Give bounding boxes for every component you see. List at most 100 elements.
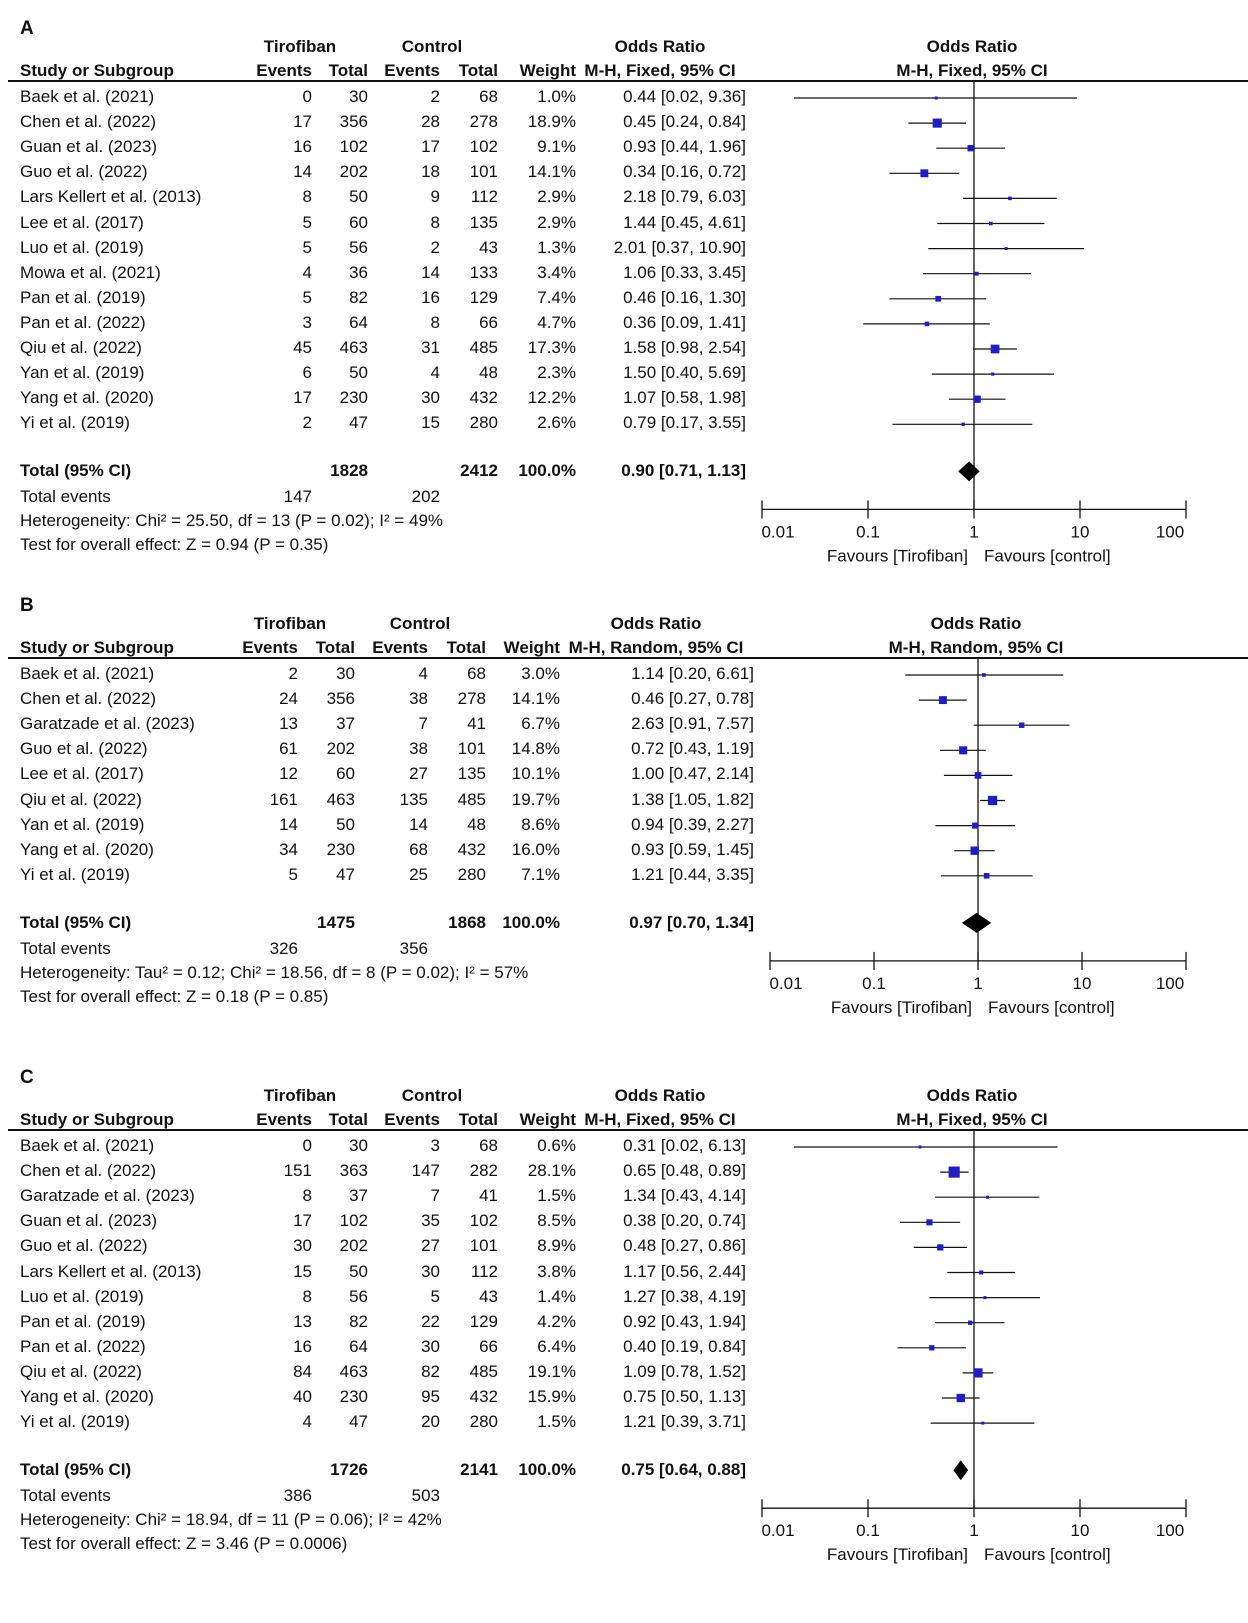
total-tirofiban: 50 bbox=[349, 363, 368, 383]
total-tirofiban: 56 bbox=[349, 237, 368, 257]
study-name: Garatzade et al. (2023) bbox=[20, 714, 195, 734]
weight-header: Weight bbox=[503, 638, 560, 657]
group-header-tirofiban: Tirofiban bbox=[263, 1086, 337, 1105]
study-weight: 3.0% bbox=[521, 664, 560, 683]
total-control: 432 bbox=[469, 388, 498, 408]
events-header-tirofiban: Events bbox=[242, 638, 298, 657]
total-control: 112 bbox=[470, 1261, 498, 1281]
study-name: Qiu et al. (2022) bbox=[20, 1361, 142, 1381]
total-tirofiban: 230 bbox=[339, 1387, 368, 1406]
study-odds-ratio-ci: 0.34 [0.16, 0.72] bbox=[623, 162, 746, 182]
total-events-control: 503 bbox=[411, 1486, 440, 1506]
events-tirofiban: 4 bbox=[302, 262, 312, 282]
total-control: 48 bbox=[479, 363, 498, 383]
study-weight: 10.1% bbox=[511, 764, 560, 784]
events-tirofiban: 12 bbox=[279, 764, 298, 784]
study-odds-ratio-ci: 0.44 [0.02, 9.36] bbox=[623, 87, 746, 106]
study-weight: 19.1% bbox=[527, 1361, 576, 1381]
forest-panel-c: C Tirofiban Control Odds Ratio Odds Ratio Stu… bbox=[0, 1049, 1248, 1609]
total-control: 133 bbox=[469, 262, 498, 282]
group-header-tirofiban: Tirofiban bbox=[253, 614, 327, 633]
total-odds-ratio-ci: 0.90 [0.71, 1.13] bbox=[621, 461, 746, 481]
study-weight: 7.4% bbox=[537, 287, 576, 307]
total-odds-ratio-ci: 0.97 [0.70, 1.34] bbox=[629, 912, 754, 932]
events-tirofiban: 0 bbox=[302, 1136, 312, 1155]
total-control: 101 bbox=[457, 739, 486, 759]
plot-odds-ratio-header: Odds Ratio bbox=[930, 614, 1022, 633]
events-header-control: Events bbox=[372, 638, 428, 657]
events-control: 68 bbox=[409, 839, 428, 859]
events-tirofiban: 17 bbox=[293, 112, 312, 132]
total-control: 432 bbox=[457, 839, 486, 859]
study-odds-ratio-ci: 1.09 [0.78, 1.52] bbox=[623, 1361, 746, 1381]
study-odds-ratio-ci: 0.93 [0.59, 1.45] bbox=[631, 839, 754, 859]
events-tirofiban: 24 bbox=[279, 689, 298, 709]
forest-panel-b: B Tirofiban Control Odds Ratio Odds Ratio Stu… bbox=[0, 577, 1248, 1137]
x-axis-tick-label: 0.01 bbox=[769, 974, 802, 993]
total-control: 66 bbox=[479, 312, 498, 332]
events-control: 22 bbox=[421, 1311, 440, 1331]
study-weight-square bbox=[985, 1195, 989, 1199]
study-weight: 28.1% bbox=[527, 1161, 576, 1181]
study-weight: 1.5% bbox=[537, 1186, 576, 1206]
total-tirofiban: 356 bbox=[326, 689, 355, 709]
study-name: Yi et al. (2019) bbox=[20, 413, 130, 433]
total-tirofiban: 60 bbox=[349, 212, 368, 232]
study-weight: 19.7% bbox=[511, 789, 560, 809]
study-odds-ratio-ci: 0.79 [0.17, 3.55] bbox=[623, 413, 746, 433]
plot-method-header: M-H, Fixed, 95% CI bbox=[896, 1110, 1048, 1129]
study-name: Lee et al. (2017) bbox=[20, 764, 144, 784]
total-control: 280 bbox=[469, 1412, 498, 1432]
header-rule bbox=[8, 1129, 1248, 1131]
study-weight: 17.3% bbox=[527, 338, 576, 357]
x-axis-tick-label: 0.1 bbox=[856, 522, 880, 541]
total-control: 68 bbox=[479, 1136, 498, 1155]
events-control: 135 bbox=[399, 789, 428, 809]
study-weight: 1.0% bbox=[537, 87, 576, 106]
favours-tirofiban-label: Favours [Tirofiban] bbox=[831, 998, 972, 1017]
study-weight: 2.9% bbox=[537, 187, 576, 207]
summary-diamond bbox=[958, 461, 980, 482]
study-weight: 15.9% bbox=[527, 1387, 576, 1406]
study-column-header: Study or Subgroup bbox=[20, 1110, 174, 1129]
study-weight-square bbox=[926, 1219, 933, 1226]
events-control: 25 bbox=[409, 864, 428, 884]
study-odds-ratio-ci: 1.21 [0.44, 3.35] bbox=[631, 864, 754, 884]
heterogeneity-text: Heterogeneity: Tau² = 0.12; Chi² = 18.56… bbox=[20, 962, 529, 982]
study-weight-square bbox=[983, 1296, 987, 1300]
total-control: 48 bbox=[467, 814, 486, 834]
events-tirofiban: 8 bbox=[302, 1186, 312, 1206]
study-odds-ratio-ci: 0.36 [0.09, 1.41] bbox=[623, 312, 746, 332]
x-axis-tick-label: 10 bbox=[1071, 522, 1090, 541]
total-tirofiban: 36 bbox=[349, 262, 368, 282]
events-control: 14 bbox=[421, 262, 440, 282]
study-weight: 4.7% bbox=[537, 312, 576, 332]
study-odds-ratio-ci: 1.34 [0.43, 4.14] bbox=[623, 1186, 746, 1206]
study-name: Mowa et al. (2021) bbox=[20, 262, 161, 282]
total-control: 41 bbox=[467, 714, 486, 734]
events-tirofiban: 5 bbox=[288, 864, 298, 884]
events-tirofiban: 61 bbox=[279, 739, 298, 759]
study-name: Yan et al. (2019) bbox=[20, 363, 145, 383]
total-tirofiban: 30 bbox=[336, 664, 355, 683]
events-tirofiban: 13 bbox=[293, 1311, 312, 1331]
study-name: Lars Kellert et al. (2013) bbox=[20, 187, 202, 207]
events-tirofiban: 5 bbox=[302, 212, 312, 232]
events-control: 27 bbox=[421, 1236, 440, 1256]
forest-plot: 0.01 0.1 1 10 100 Favours [Tirofiban] Favours … bbox=[769, 658, 1187, 1017]
events-control: 28 bbox=[421, 112, 440, 132]
study-weight: 9.1% bbox=[537, 137, 576, 157]
total-control: 278 bbox=[469, 112, 498, 132]
total-tirofiban: 463 bbox=[339, 1361, 368, 1381]
events-header-tirofiban: Events bbox=[256, 1110, 312, 1129]
study-name: Baek et al. (2021) bbox=[20, 1136, 155, 1155]
events-header-tirofiban: Events bbox=[256, 61, 312, 80]
events-control: 2 bbox=[430, 87, 440, 106]
group-header-control: Control bbox=[401, 1086, 463, 1105]
study-odds-ratio-ci: 2.63 [0.91, 7.57] bbox=[631, 714, 754, 734]
header-rule bbox=[8, 657, 1248, 659]
study-weight-square bbox=[973, 395, 981, 403]
method-header: M-H, Fixed, 95% CI bbox=[584, 61, 736, 80]
study-odds-ratio-ci: 1.00 [0.47, 2.14] bbox=[631, 764, 754, 784]
total-tirofiban: 463 bbox=[339, 338, 368, 357]
